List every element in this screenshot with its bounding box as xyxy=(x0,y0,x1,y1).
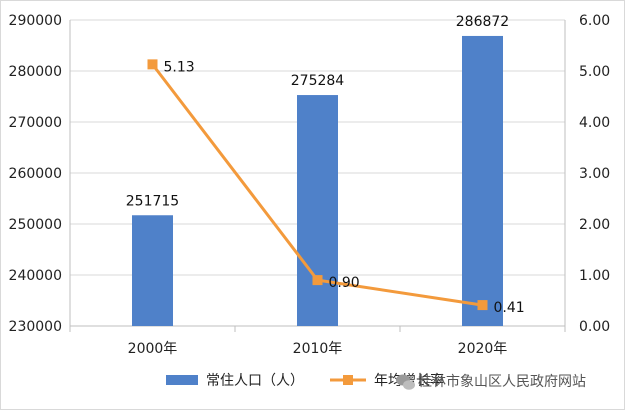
legend-line-marker xyxy=(343,375,353,385)
y-left-tick-label: 280000 xyxy=(9,64,62,80)
y-right-tick-label: 5.00 xyxy=(579,64,610,80)
line-series xyxy=(147,59,488,311)
bar-data-label: 251715 xyxy=(126,193,179,209)
bar xyxy=(462,35,503,327)
axes: 230000 240000 250000 260000 270000 280000 2900… xyxy=(9,13,611,357)
y-right-tick-label: 2.00 xyxy=(579,217,610,233)
x-tick-label: 2020年 xyxy=(458,341,508,357)
bar-data-label: 286872 xyxy=(456,14,509,30)
y-right-tick-label: 1.00 xyxy=(579,268,610,284)
y-right-tick-label: 3.00 xyxy=(579,166,610,182)
legend-bar-swatch xyxy=(166,375,198,385)
y-left-tick-label: 250000 xyxy=(9,217,62,233)
line-marker xyxy=(147,59,158,70)
bar xyxy=(132,215,173,326)
x-tick-label: 2000年 xyxy=(128,341,178,357)
line-data-label: 5.13 xyxy=(164,59,195,75)
y-left-tick-label: 270000 xyxy=(9,115,62,131)
watermark-text: 桂林市象山区人民政府网站 xyxy=(418,373,586,390)
x-tick-label: 2010年 xyxy=(293,341,343,357)
line-marker xyxy=(312,275,323,286)
bar-data-label: 275284 xyxy=(291,73,345,89)
watermark: 桂林市象山区人民政府网站 xyxy=(396,373,586,390)
legend-bar-label: 常住人口（人） xyxy=(206,373,304,389)
y-right-tick-label: 6.00 xyxy=(579,13,610,29)
y-right-tick-label: 0.00 xyxy=(579,319,610,335)
line-data-label: 0.41 xyxy=(494,300,525,316)
line-marker xyxy=(477,300,488,311)
data-labels: 251715 275284 286872 5.13 0.90 0.41 xyxy=(126,14,525,316)
bar xyxy=(297,95,338,326)
y-left-tick-label: 230000 xyxy=(9,319,62,335)
y-left-tick-label: 240000 xyxy=(9,268,62,284)
y-right-tick-label: 4.00 xyxy=(579,115,610,131)
bar-series xyxy=(132,35,503,327)
wechat-icon xyxy=(396,374,415,390)
line-data-label: 0.90 xyxy=(329,275,360,291)
y-left-tick-label: 260000 xyxy=(9,166,62,182)
y-left-tick-label: 290000 xyxy=(9,13,62,29)
